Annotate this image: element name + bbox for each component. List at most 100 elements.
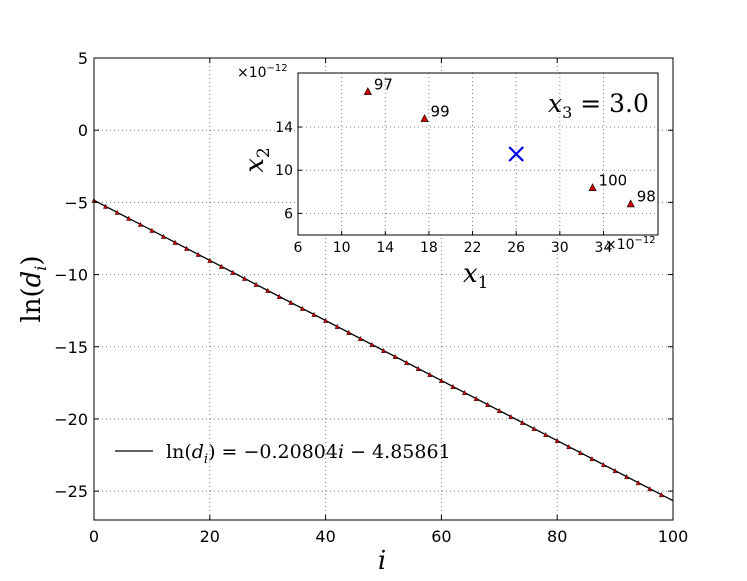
inset-ytick-label: 14 bbox=[275, 120, 293, 136]
data-marker bbox=[438, 377, 444, 383]
main-ytick-label: −25 bbox=[54, 482, 88, 501]
data-marker bbox=[346, 329, 352, 335]
main-ytick-label: −10 bbox=[54, 266, 88, 285]
data-marker bbox=[265, 287, 271, 293]
inset-axes-frame bbox=[297, 72, 659, 236]
data-marker bbox=[566, 443, 572, 450]
main-xtick-label: 60 bbox=[431, 527, 451, 546]
data-marker bbox=[647, 486, 653, 492]
inset-point-label: 97 bbox=[374, 75, 393, 93]
data-marker bbox=[531, 425, 537, 432]
data-marker bbox=[311, 311, 317, 317]
data-marker bbox=[299, 305, 305, 311]
inset-x-scale-label: ×10−12 bbox=[605, 235, 656, 253]
legend: ln(di) = −0.20804i − 4.85861 bbox=[115, 441, 451, 467]
data-marker bbox=[149, 227, 155, 233]
center-x-marker bbox=[508, 146, 524, 162]
data-marker bbox=[473, 395, 479, 401]
main-ylabel: ln(di) bbox=[17, 255, 50, 322]
data-marker bbox=[485, 401, 491, 407]
data-marker bbox=[635, 480, 641, 486]
main-xlabel: i bbox=[378, 546, 386, 576]
inset-ylabel: x2 bbox=[240, 147, 274, 173]
data-marker bbox=[207, 257, 213, 263]
inset-y-scale-label: ×10−12 bbox=[237, 63, 288, 81]
inset-content: 97 99 100 98 bbox=[298, 73, 658, 235]
main-ytick-label: −15 bbox=[54, 338, 88, 357]
data-marker bbox=[462, 389, 468, 395]
data-marker bbox=[496, 407, 502, 413]
inset-xtick-label: 34 bbox=[595, 240, 613, 256]
inset-point-marker bbox=[588, 183, 597, 192]
data-marker bbox=[554, 437, 560, 444]
data-marker bbox=[392, 353, 398, 359]
data-marker bbox=[357, 335, 363, 341]
data-marker bbox=[658, 492, 664, 498]
inset-xtick-label: 18 bbox=[420, 240, 438, 256]
data-marker bbox=[276, 293, 282, 299]
data-marker bbox=[288, 299, 294, 305]
main-ticks: 0 20 40 60 80 100 5 0 −5 −10 −15 −20 −25 bbox=[54, 49, 688, 546]
inset-point-marker bbox=[420, 114, 429, 122]
svg-text:ln(di): ln(di) bbox=[17, 255, 50, 322]
data-marker bbox=[218, 263, 224, 269]
inset-point-label: 98 bbox=[637, 188, 656, 206]
main-marker-group bbox=[91, 197, 664, 498]
data-marker bbox=[126, 215, 132, 221]
legend-label: ln(di) = −0.20804i − 4.85861 bbox=[166, 441, 451, 467]
main-xtick-label: 40 bbox=[315, 527, 335, 546]
main-xtick-label: 20 bbox=[200, 527, 220, 546]
data-marker bbox=[450, 383, 456, 389]
data-marker bbox=[508, 413, 514, 419]
inset-xlabel: x1 bbox=[463, 259, 489, 293]
inset-ytick-label: 10 bbox=[275, 163, 293, 179]
data-marker bbox=[230, 269, 236, 275]
data-marker bbox=[577, 449, 583, 456]
data-marker bbox=[323, 317, 329, 323]
data-marker bbox=[195, 251, 201, 257]
data-marker bbox=[404, 359, 410, 365]
inset-point-marker bbox=[626, 199, 635, 208]
data-marker bbox=[114, 209, 120, 215]
data-marker bbox=[242, 275, 248, 281]
inset-ytick-label: 6 bbox=[284, 206, 293, 222]
data-marker bbox=[103, 203, 109, 209]
data-marker bbox=[415, 365, 421, 371]
main-ytick-label: −20 bbox=[54, 410, 88, 429]
data-marker bbox=[612, 468, 618, 474]
data-marker bbox=[624, 474, 630, 480]
main-xtick-label: 100 bbox=[658, 527, 689, 546]
inset-xtick-label: 10 bbox=[333, 240, 351, 256]
inset-xtick-label: 6 bbox=[294, 240, 303, 256]
main-xtick-label: 0 bbox=[89, 527, 99, 546]
data-marker bbox=[137, 221, 143, 227]
data-marker bbox=[369, 341, 375, 347]
data-marker bbox=[253, 281, 259, 287]
data-marker bbox=[380, 347, 387, 353]
inset-xtick-label: 26 bbox=[507, 240, 525, 256]
main-ytick-label: 5 bbox=[78, 49, 88, 68]
svg-text:x2: x2 bbox=[240, 147, 274, 173]
data-marker bbox=[160, 233, 167, 239]
inset-background bbox=[298, 73, 658, 235]
data-marker bbox=[589, 455, 595, 462]
main-ytick-label: 0 bbox=[78, 121, 88, 140]
data-marker bbox=[543, 431, 549, 438]
main-xtick-label: 80 bbox=[547, 527, 567, 546]
inset-xtick-label: 22 bbox=[464, 240, 482, 256]
inset-ticks: 6 10 14 18 22 26 30 34 6 10 14 bbox=[275, 120, 612, 256]
data-marker bbox=[184, 245, 190, 251]
main-axes-frame bbox=[93, 57, 674, 521]
data-marker bbox=[334, 323, 340, 329]
main-ytick-label: −5 bbox=[64, 193, 88, 212]
inset-point-marker bbox=[363, 87, 372, 95]
data-marker bbox=[519, 419, 525, 425]
data-marker bbox=[600, 462, 607, 468]
data-marker bbox=[427, 371, 433, 377]
inset-xtick-label: 14 bbox=[376, 240, 394, 256]
inset-xtick-label: 30 bbox=[551, 240, 569, 256]
inset-point-label: 100 bbox=[599, 171, 628, 189]
data-marker bbox=[172, 239, 178, 245]
inset-point-label: 99 bbox=[431, 102, 450, 120]
